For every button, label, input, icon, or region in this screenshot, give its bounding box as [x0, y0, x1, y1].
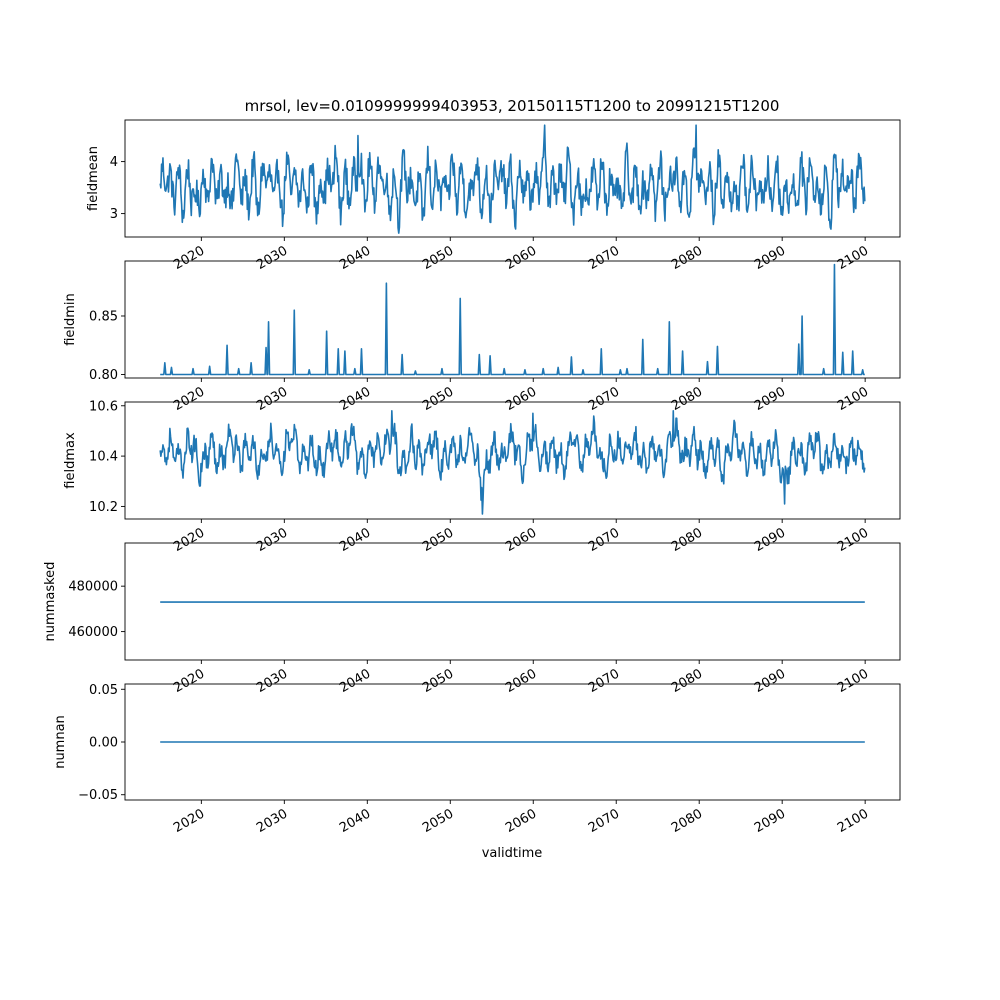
subplot-nummasked: 460000 480000 2020 2030 2040 2050 2060 2070 2080… — [43, 542, 901, 696]
x-tick-label: 2070 — [586, 243, 622, 273]
series-line-fieldmax — [159, 410, 866, 515]
x-tick-label: 2050 — [420, 384, 456, 414]
x-tick-label: 2040 — [337, 806, 373, 836]
x-tick-label: 2060 — [503, 384, 539, 414]
x-tick-label: 2090 — [752, 384, 788, 414]
x-tick-label: 2070 — [586, 384, 622, 414]
y-tick-label: 0.05 — [89, 683, 118, 698]
x-axis-label: validtime — [482, 846, 543, 861]
series-line-fieldmin — [160, 263, 865, 376]
x-tick-label: 2060 — [503, 525, 539, 555]
x-tick-label: 2100 — [835, 806, 871, 836]
x-tick-label: 2080 — [669, 384, 705, 414]
y-tick-label: 10.6 — [89, 399, 118, 414]
x-tick-label: 2060 — [503, 806, 539, 836]
x-tick-label: 2070 — [586, 666, 622, 696]
x-tick-label: 2100 — [835, 384, 871, 414]
x-tick-label: 2080 — [669, 666, 705, 696]
x-tick-label: 2090 — [752, 666, 788, 696]
x-tick-label: 2090 — [752, 243, 788, 273]
y-axis-label-numnan: numnan — [53, 715, 68, 769]
figure-title: mrsol, lev=0.0109999999403953, 20150115T… — [245, 97, 780, 115]
x-tick-label: 2040 — [337, 525, 373, 555]
x-tick-label: 2030 — [254, 806, 290, 836]
x-tick-label: 2070 — [586, 806, 622, 836]
y-tick-label: 460000 — [68, 625, 118, 640]
x-tick-label: 2100 — [835, 525, 871, 555]
x-tick-label: 2050 — [420, 525, 456, 555]
x-tick-label: 2030 — [254, 243, 290, 273]
subplots: 3 4 2020 2030 2040 2050 2060 2070 2080 2090 2100 fi… — [43, 119, 901, 836]
subplot-fieldmax: 10.2 10.4 10.6 2020 2030 2040 2050 2060 2070 2080… — [63, 399, 901, 555]
x-tick-label: 2040 — [337, 666, 373, 696]
x-tick-label: 2020 — [171, 666, 207, 696]
y-tick-label: 10.4 — [89, 450, 118, 465]
subplot-fieldmean: 3 4 2020 2030 2040 2050 2060 2070 2080 2090 2100 fi… — [86, 119, 901, 273]
axes-frame — [124, 401, 901, 520]
x-tick-label: 2030 — [254, 384, 290, 414]
x-tick-label: 2040 — [337, 243, 373, 273]
y-axis-label-fieldmean: fieldmean — [86, 146, 101, 211]
axes-frame — [124, 542, 901, 661]
y-axis-label-fieldmin: fieldmin — [63, 293, 78, 346]
y-tick-label: 10.2 — [89, 500, 118, 515]
x-tick-label: 2060 — [503, 243, 539, 273]
subplot-numnan: −0.05 0.00 0.05 2020 2030 2040 2050 2060 2070 208… — [53, 683, 901, 836]
y-tick-label: −0.05 — [78, 788, 118, 803]
y-tick-label: 0.80 — [89, 368, 118, 383]
x-tick-label: 2020 — [171, 806, 207, 836]
x-tick-label: 2090 — [752, 806, 788, 836]
y-tick-label: 3 — [110, 207, 118, 222]
x-tick-label: 2030 — [254, 666, 290, 696]
y-tick-label: 0.00 — [89, 736, 118, 751]
x-tick-label: 2050 — [420, 806, 456, 836]
y-tick-label: 4 — [110, 155, 118, 170]
x-tick-label: 2050 — [420, 666, 456, 696]
y-tick-label: 0.85 — [89, 309, 118, 324]
y-tick-label: 480000 — [68, 580, 118, 595]
subplot-fieldmin: 0.80 0.85 2020 2030 2040 2050 2060 2070 2080 2090… — [63, 260, 901, 414]
x-tick-label: 2070 — [586, 525, 622, 555]
x-tick-label: 2020 — [171, 384, 207, 414]
axes-frame — [124, 119, 901, 238]
x-tick-label: 2090 — [752, 525, 788, 555]
x-tick-label: 2080 — [669, 525, 705, 555]
x-tick-label: 2020 — [171, 243, 207, 273]
x-tick-label: 2100 — [835, 243, 871, 273]
x-tick-label: 2100 — [835, 666, 871, 696]
x-tick-label: 2040 — [337, 384, 373, 414]
axes-frame — [124, 260, 901, 379]
x-tick-label: 2050 — [420, 243, 456, 273]
x-tick-label: 2080 — [669, 806, 705, 836]
y-axis-label-nummasked: nummasked — [43, 562, 58, 642]
x-tick-label: 2060 — [503, 666, 539, 696]
series-line-fieldmean — [159, 124, 866, 234]
x-tick-label: 2030 — [254, 525, 290, 555]
x-tick-label: 2020 — [171, 525, 207, 555]
y-axis-label-fieldmax: fieldmax — [63, 432, 78, 489]
x-tick-label: 2080 — [669, 243, 705, 273]
